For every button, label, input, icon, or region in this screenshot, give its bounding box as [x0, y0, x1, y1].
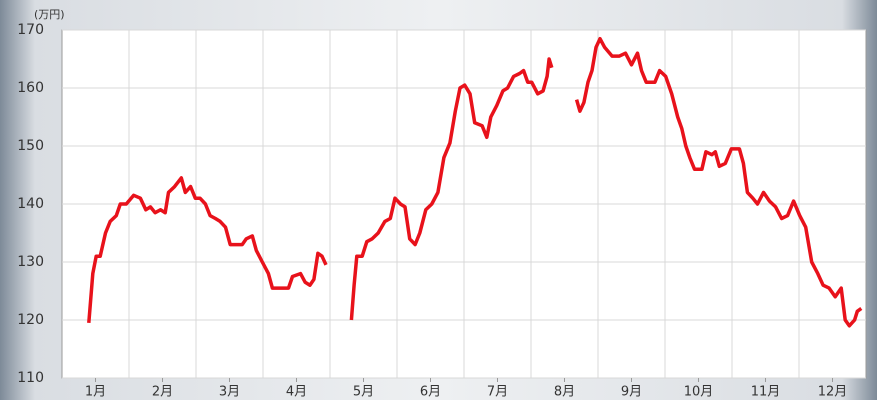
- x-tick-label: 1月: [85, 385, 106, 400]
- y-unit: (万円): [34, 8, 65, 21]
- y-tick-label: 140: [17, 196, 44, 212]
- y-tick-label: 120: [17, 312, 44, 328]
- x-tick-label: 9月: [621, 385, 642, 400]
- x-tick-label: 7月: [487, 385, 508, 400]
- y-tick-label: 160: [17, 80, 44, 96]
- x-tick-label: 5月: [353, 385, 374, 400]
- y-tick-label: 130: [17, 254, 44, 270]
- x-tick-label: 3月: [219, 385, 240, 400]
- x-tick-label: 6月: [420, 385, 441, 400]
- x-tick-label: 2月: [152, 385, 173, 400]
- x-tick-label: 11月: [751, 385, 781, 400]
- x-tick-label: 8月: [554, 385, 575, 400]
- x-tick-label: 12月: [818, 385, 848, 400]
- y-tick-label: 170: [17, 22, 44, 38]
- y-tick-label: 110: [17, 370, 44, 386]
- x-tick-label: 10月: [684, 385, 714, 400]
- y-tick-label: 150: [17, 138, 44, 154]
- price-line: [87, 36, 863, 328]
- x-tick-label: 4月: [286, 385, 307, 400]
